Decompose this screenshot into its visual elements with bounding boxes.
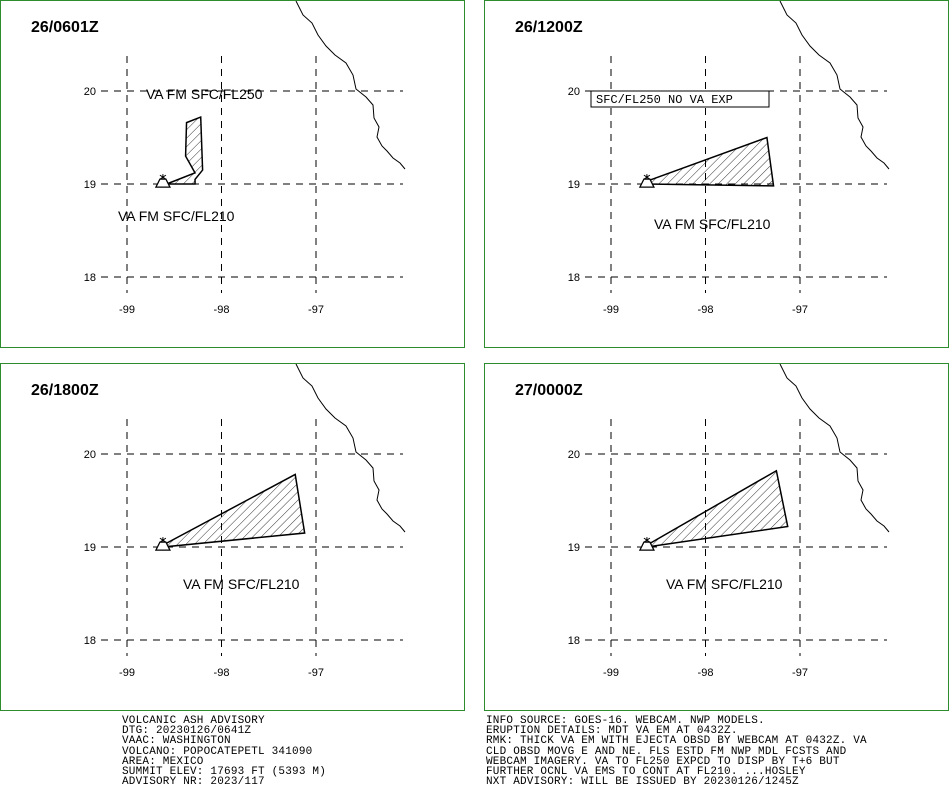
- lat-tick-label: 18: [568, 635, 580, 647]
- lat-tick-label: 18: [84, 272, 96, 284]
- va-level-label: VA FM SFC/FL210: [654, 216, 771, 232]
- ash-cloud-polygon: [162, 473, 306, 548]
- volcano-icon: [638, 537, 655, 551]
- coastline: [295, 1, 406, 170]
- volcano-icon: [154, 537, 171, 551]
- advisory-line: NXT ADVISORY: WILL BE ISSUED BY 20230126…: [486, 776, 799, 789]
- advisory-line: VOLCANIC ASH ADVISORY: [122, 715, 265, 727]
- map-canvas: 20 19 18 -99 -98 -97 VA FM SFC/FL250 VA FM SFC/…: [84, 1, 406, 316]
- no-ash-label: SFC/FL250 NO VA EXP: [596, 93, 733, 107]
- coastline: [779, 364, 890, 533]
- advisory-line: FURTHER OCNL VA EMS TO CONT AT FL210. ..…: [486, 766, 806, 779]
- advisory-line: WEBCAM IMAGERY. VA TO FL250 EXPCD TO DIS…: [486, 755, 840, 768]
- lon-tick-label: -98: [214, 667, 230, 679]
- map-panel-1800: 20 19 18 -99 -98 -97 VA FM SFC/FL210 26/1800Z: [0, 363, 465, 711]
- map-panel-0000: 20 19 18 -99 -98 -97 VA FM SFC/FL210 27/0000Z: [484, 363, 949, 711]
- advisory-line: CLD OBSD MOVG E AND NE. FLS ESTD FM NWP …: [486, 745, 847, 758]
- lon-tick-label: -99: [603, 304, 619, 316]
- advisory-line: INFO SOURCE: GOES-16. WEBCAM. NWP MODELS…: [486, 715, 765, 727]
- lat-tick-label: 20: [568, 449, 580, 461]
- panel-time: 26/1800Z: [31, 382, 99, 399]
- lon-tick-label: -98: [698, 304, 714, 316]
- lat-tick-label: 18: [568, 272, 580, 284]
- lat-tick-label: 18: [84, 635, 96, 647]
- advisory-line: AREA: MEXICO: [122, 755, 204, 768]
- lon-tick-label: -97: [308, 667, 324, 679]
- lat-tick-label: 19: [568, 542, 580, 554]
- advisory-line: SUMMIT ELEV: 17693 FT (5393 M): [122, 766, 327, 779]
- panel-time: 26/1200Z: [515, 19, 583, 36]
- lat-tick-label: 19: [84, 179, 96, 191]
- advisory-line: VAAC: WASHINGTON: [122, 735, 231, 748]
- lon-tick-label: -97: [792, 304, 808, 316]
- coastline: [295, 364, 406, 533]
- coastline: [779, 1, 890, 170]
- advisory-line: ADVISORY NR: 2023/117: [122, 776, 265, 789]
- volcano-icon: [638, 174, 655, 188]
- va-level-label: VA FM SFC/FL210: [666, 576, 783, 592]
- lat-tick-label: 20: [84, 86, 96, 98]
- map-panel-1200: 20 19 18 -99 -98 -97 VA FM SFC/FL210 SFC/FL250 …: [484, 0, 949, 348]
- map-canvas: 20 19 18 -99 -98 -97 VA FM SFC/FL210 SFC/FL250 …: [568, 1, 890, 316]
- ash-cloud-polygon: [646, 136, 775, 187]
- lon-tick-label: -99: [119, 304, 135, 316]
- ash-cloud-polygon: [646, 469, 789, 548]
- advisory-line: RMK: THICK VA EM WITH EJECTA OBSD BY WEB…: [486, 735, 867, 748]
- lat-tick-label: 19: [84, 542, 96, 554]
- lon-tick-label: -99: [119, 667, 135, 679]
- panel-time: 27/0000Z: [515, 382, 583, 399]
- lon-tick-label: -98: [214, 304, 230, 316]
- map-canvas: 20 19 18 -99 -98 -97 VA FM SFC/FL210: [84, 364, 406, 679]
- lon-tick-label: -97: [792, 667, 808, 679]
- lon-tick-label: -98: [698, 667, 714, 679]
- va-level-label: VA FM SFC/FL210: [118, 208, 235, 224]
- map-canvas: 20 19 18 -99 -98 -97 VA FM SFC/FL210: [568, 364, 890, 679]
- panel-time: 26/0601Z: [31, 19, 99, 36]
- advisory-line: ERUPTION DETAILS: MDT VA EM AT 0432Z.: [486, 725, 738, 738]
- lat-tick-label: 20: [84, 449, 96, 461]
- advisory-line: DTG: 20230126/0641Z: [122, 725, 252, 738]
- advisory-header-block: VOLCANIC ASH ADVISORY DTG: 20230126/0641Z…: [122, 715, 327, 789]
- map-panel-0600: 20 19 18 -99 -98 -97 VA FM SFC/FL250 VA FM SFC/…: [0, 0, 465, 348]
- lat-tick-label: 20: [568, 86, 580, 98]
- volcano-icon: [154, 174, 171, 188]
- va-level-label: VA FM SFC/FL250: [146, 86, 263, 102]
- advisory-remarks-block: INFO SOURCE: GOES-16. WEBCAM. NWP MODELS…: [486, 715, 867, 789]
- lat-tick-label: 19: [568, 179, 580, 191]
- ash-cloud-polygon: [166, 115, 204, 185]
- no-ash-box: [590, 90, 770, 108]
- lon-tick-label: -97: [308, 304, 324, 316]
- va-level-label: VA FM SFC/FL210: [183, 576, 300, 592]
- lon-tick-label: -99: [603, 667, 619, 679]
- advisory-line: VOLCANO: POPOCATEPETL 341090: [122, 745, 313, 758]
